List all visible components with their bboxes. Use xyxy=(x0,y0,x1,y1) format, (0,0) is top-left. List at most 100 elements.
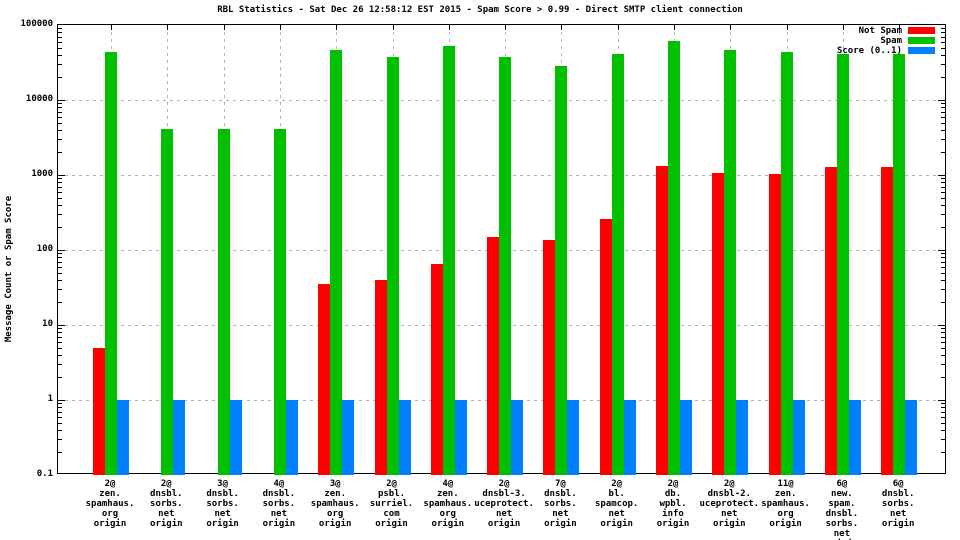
y-minor-tick xyxy=(58,178,62,180)
y-minor-tick xyxy=(58,54,62,56)
bar-not-spam xyxy=(430,264,443,475)
y-minor-tick xyxy=(58,41,62,43)
x-category-label: 7@ dnsbl. sorbs. net origin xyxy=(544,479,577,529)
y-minor-tick xyxy=(58,261,62,263)
x-category-label: 11@ zen. spamhaus. org origin xyxy=(761,479,810,529)
y-minor-tick xyxy=(941,328,945,330)
chart-title: RBL Statistics - Sat Dec 26 12:58:12 EST… xyxy=(217,5,743,15)
y-minor-tick xyxy=(941,47,945,49)
bar-score-0-1- xyxy=(905,400,918,475)
y-minor-tick xyxy=(58,116,62,118)
y-minor-tick xyxy=(941,182,945,184)
bar-spam xyxy=(668,40,680,475)
legend-entry: Not Spam xyxy=(790,26,935,36)
y-minor-tick xyxy=(58,411,62,413)
x-tick xyxy=(674,25,675,30)
y-minor-tick xyxy=(941,257,945,259)
bar-score-0-1- xyxy=(680,400,692,475)
bar-score-0-1- xyxy=(567,400,580,475)
y-minor-tick xyxy=(941,41,945,43)
y-minor-tick xyxy=(941,178,945,180)
x-tick xyxy=(111,25,112,30)
y-minor-tick xyxy=(941,129,945,131)
legend-label: Spam xyxy=(880,36,902,46)
y-minor-tick xyxy=(58,28,62,30)
x-tick xyxy=(223,25,225,30)
bar-spam xyxy=(386,57,399,475)
bar-not-spam xyxy=(599,218,612,475)
y-minor-tick xyxy=(941,103,945,105)
y-major-tick xyxy=(938,400,945,401)
y-minor-tick xyxy=(941,407,945,409)
bar-spam xyxy=(330,50,343,475)
y-minor-tick xyxy=(58,377,62,379)
x-tick xyxy=(899,25,901,30)
bar-not-spam xyxy=(881,166,894,475)
y-minor-tick xyxy=(58,439,62,441)
bar-spam xyxy=(217,129,230,475)
y-minor-tick xyxy=(941,336,945,338)
x-category-label: 3@ zen. spamhaus. org origin xyxy=(310,479,360,529)
y-minor-tick xyxy=(941,32,945,34)
y-minor-tick xyxy=(58,289,62,291)
bar-score-0-1- xyxy=(736,400,749,475)
y-minor-tick xyxy=(58,107,62,109)
y-minor-tick xyxy=(941,107,945,109)
y-minor-tick xyxy=(941,279,945,281)
x-category-label: 2@ psbl. surriel. com origin xyxy=(369,479,414,529)
x-category-label: 6@ dnsbl. sorbs. net origin xyxy=(881,479,915,529)
legend-swatch xyxy=(908,37,935,44)
bar-spam xyxy=(893,54,906,475)
y-minor-tick xyxy=(941,28,945,30)
y-minor-tick xyxy=(58,139,62,141)
bar-score-0-1- xyxy=(848,400,861,475)
y-tick-label: 10000 xyxy=(25,94,53,104)
y-minor-tick xyxy=(58,403,62,405)
y-major-tick xyxy=(938,250,945,251)
bar-spam xyxy=(499,57,512,475)
bar-score-0-1- xyxy=(285,400,298,475)
bar-score-0-1- xyxy=(511,400,524,475)
y-minor-tick xyxy=(58,77,62,79)
y-minor-tick xyxy=(58,364,62,366)
y-minor-tick xyxy=(58,272,62,274)
x-tick xyxy=(505,25,507,30)
y-tick-label: 1000 xyxy=(31,169,53,179)
y-minor-tick xyxy=(941,191,945,193)
bar-spam xyxy=(555,66,568,475)
y-major-tick xyxy=(938,100,945,101)
y-minor-tick xyxy=(941,253,945,255)
y-minor-tick xyxy=(941,36,945,38)
x-tick xyxy=(448,25,450,30)
bar-score-0-1- xyxy=(173,400,186,475)
y-minor-tick xyxy=(941,403,945,405)
bar-not-spam xyxy=(93,347,105,475)
bar-score-0-1- xyxy=(454,400,467,475)
y-minor-tick xyxy=(941,422,945,424)
bar-not-spam xyxy=(712,172,725,475)
x-tick xyxy=(617,25,619,30)
y-minor-tick xyxy=(58,204,62,206)
x-category-label: 2@ dnsbl-2. uceprotect. net origin xyxy=(699,479,760,529)
bar-spam xyxy=(161,129,174,475)
y-minor-tick xyxy=(58,227,62,229)
y-minor-tick xyxy=(941,416,945,418)
y-minor-tick xyxy=(941,411,945,413)
x-category-label: 2@ dnsbl-3. uceprotect. net origin xyxy=(474,479,534,529)
y-major-tick xyxy=(58,325,65,326)
y-tick-label: 100000 xyxy=(20,19,53,29)
y-major-tick xyxy=(58,400,65,401)
y-minor-tick xyxy=(941,227,945,229)
bar-spam xyxy=(105,52,117,475)
bar-score-0-1- xyxy=(398,400,411,475)
y-minor-tick xyxy=(941,364,945,366)
y-minor-tick xyxy=(58,47,62,49)
y-minor-tick xyxy=(941,186,945,188)
y-minor-tick xyxy=(941,139,945,141)
bar-not-spam xyxy=(318,284,331,475)
y-minor-tick xyxy=(58,257,62,259)
y-minor-tick xyxy=(941,116,945,118)
y-minor-tick xyxy=(58,416,62,418)
x-category-label: 3@ dnsbl. sorbs. net origin xyxy=(206,479,239,529)
